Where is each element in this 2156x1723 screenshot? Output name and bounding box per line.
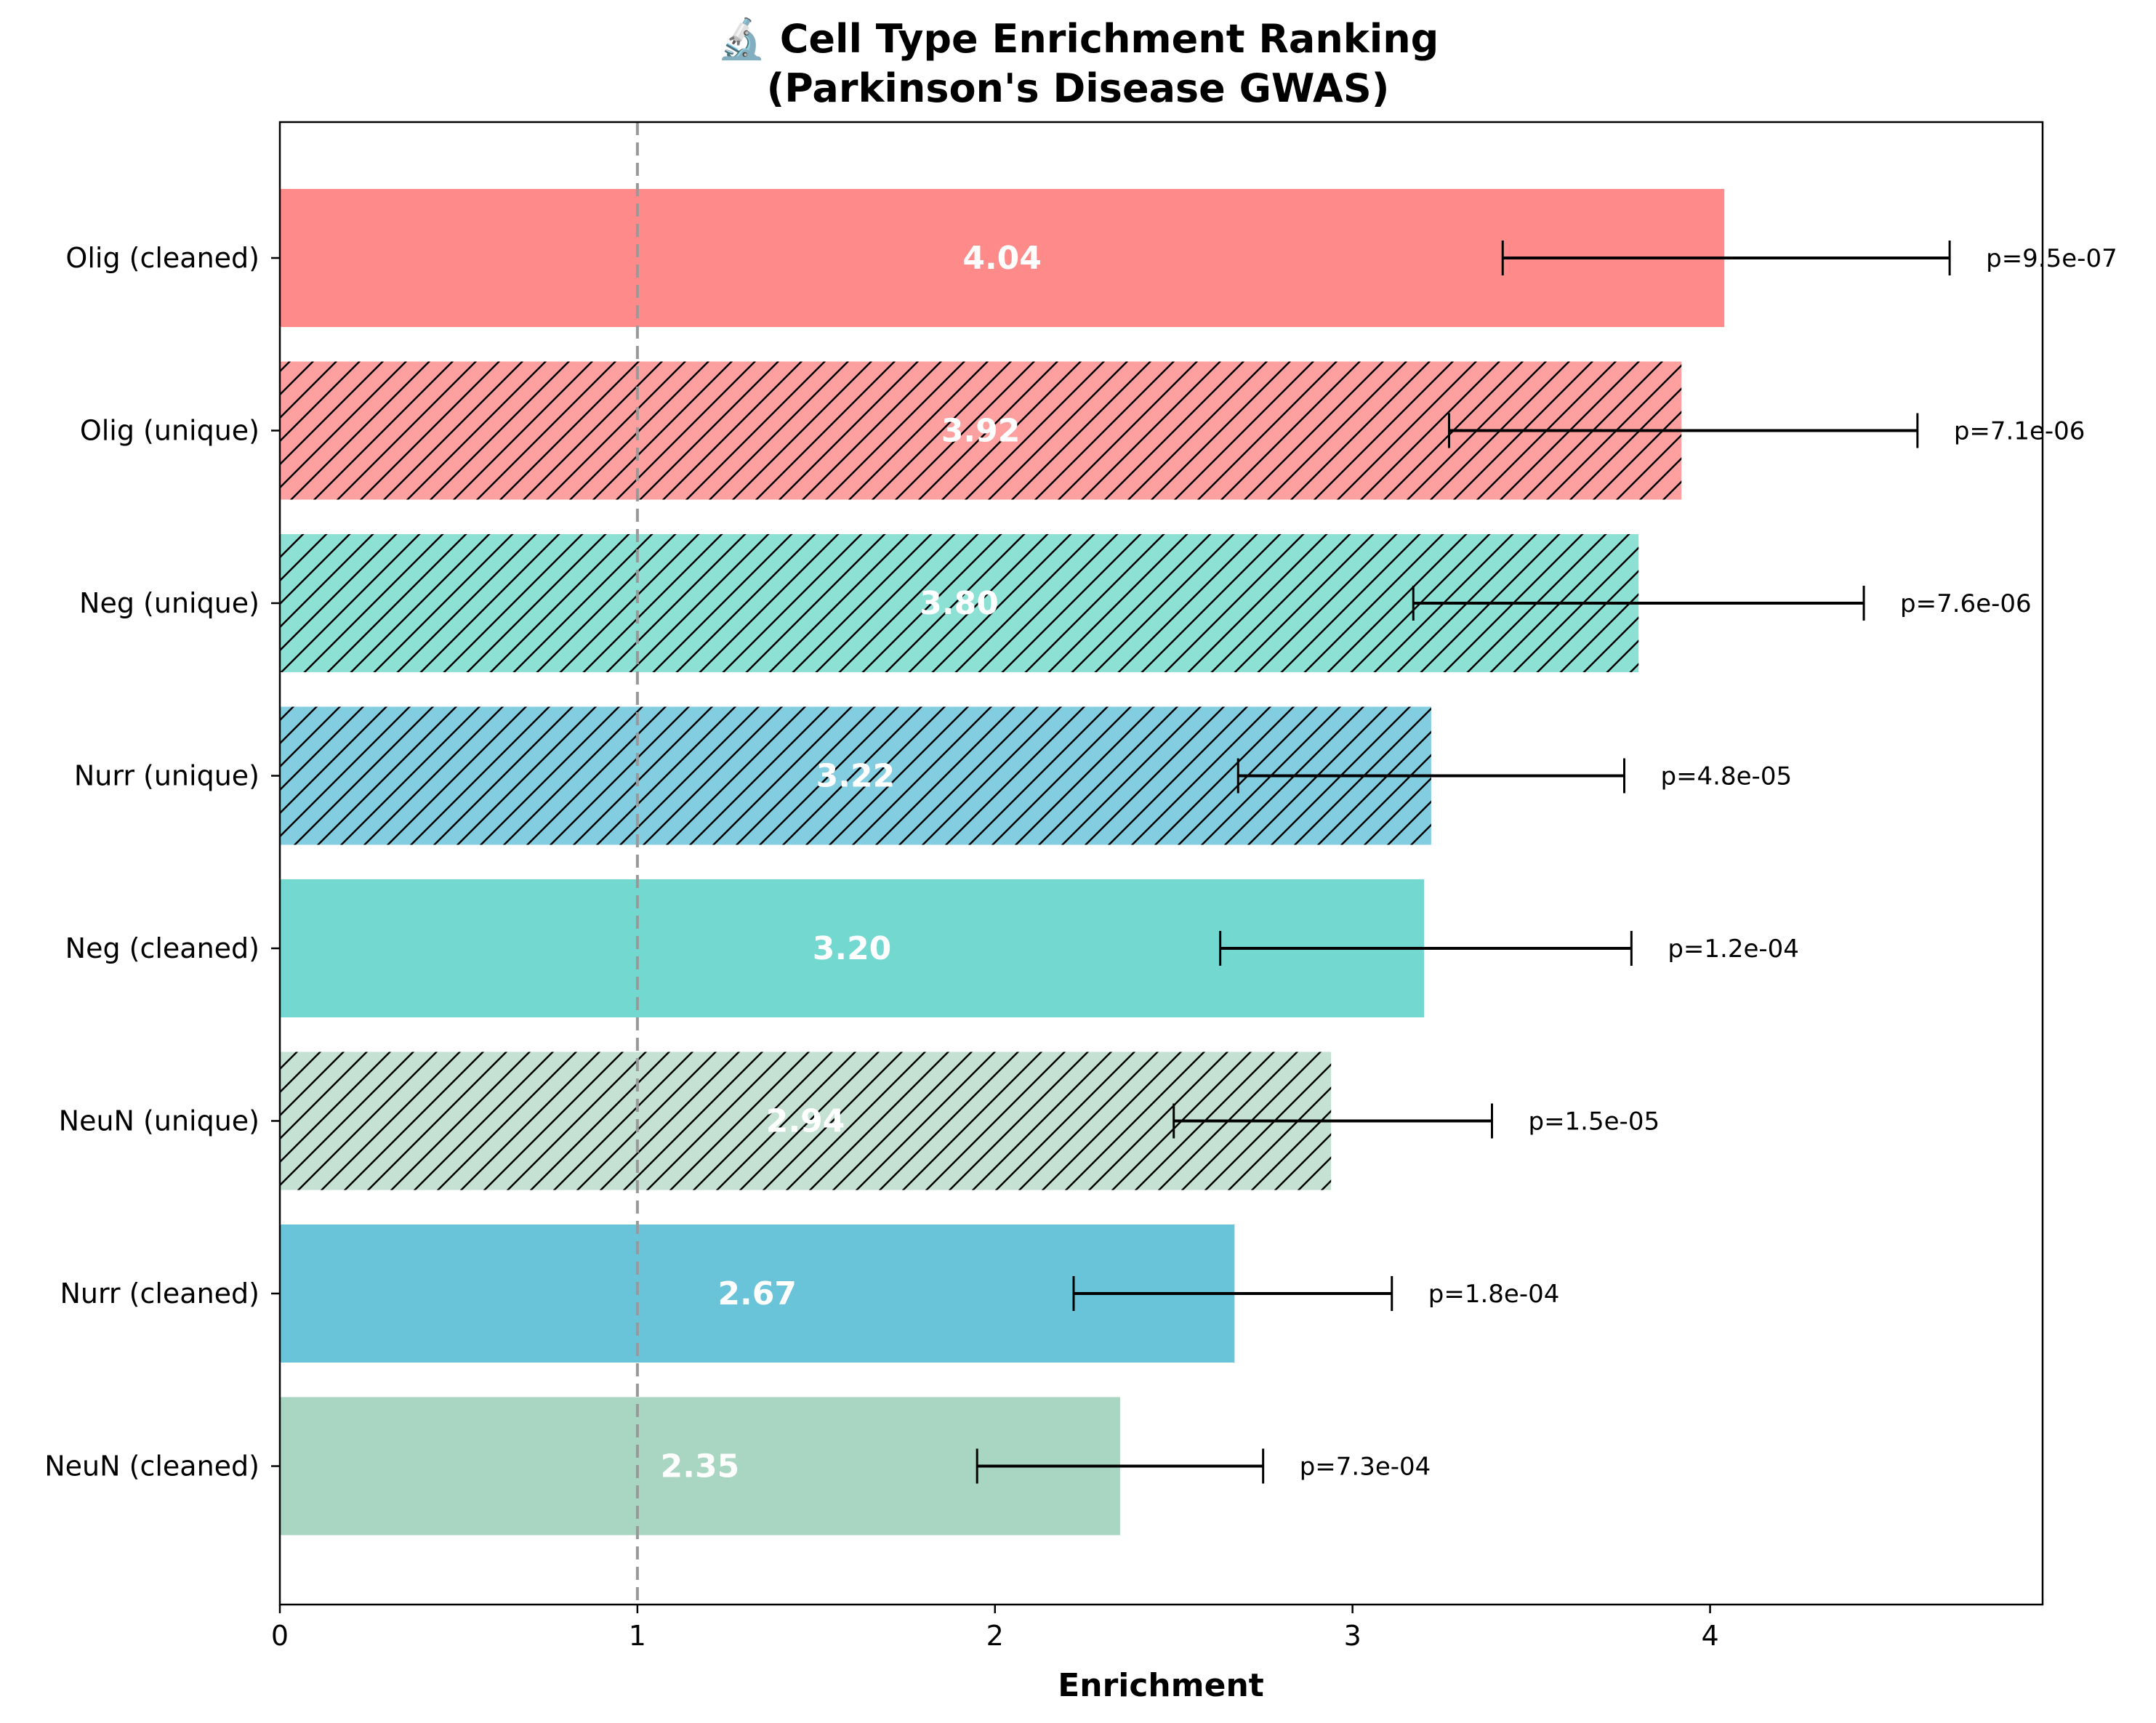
x-tick-label: 3 (1344, 1620, 1361, 1652)
bar-value-label: 3.22 (816, 758, 896, 795)
p-value-label: p=4.8e-05 (1660, 762, 1792, 791)
bar-value-label: 3.80 (920, 585, 999, 622)
y-tick-label: NeuN (cleaned) (44, 1450, 260, 1482)
y-tick-label: NeuN (unique) (59, 1105, 260, 1137)
x-tick-label: 0 (271, 1620, 289, 1652)
bar-hatch (280, 361, 1682, 500)
bars-layer (280, 189, 1725, 1536)
bar-value-label: 2.35 (661, 1448, 740, 1485)
y-tick-label: Nurr (cleaned) (60, 1278, 260, 1310)
y-tick-label: Nurr (unique) (74, 760, 260, 792)
labels-layer: 4.04 p=9.5e-07 3.92 p=7.1e-06 3.80 p=7.6e-06 3… (661, 240, 2117, 1485)
x-tick-label: 2 (986, 1620, 1004, 1652)
bar-value-label: 2.67 (717, 1275, 797, 1312)
bar-value-label: 2.94 (766, 1103, 845, 1140)
p-value-label: p=1.5e-05 (1528, 1107, 1660, 1137)
y-tick-label: Neg (unique) (79, 587, 260, 619)
bar (280, 189, 1725, 327)
p-value-label: p=1.8e-04 (1428, 1280, 1560, 1309)
y-tick-label: Neg (cleaned) (65, 932, 260, 964)
bar-value-label: 3.20 (813, 930, 892, 967)
x-axis-label: Enrichment (1058, 1667, 1264, 1704)
bar-value-label: 4.04 (962, 240, 1042, 277)
p-value-label: p=9.5e-07 (1986, 244, 2117, 273)
error-bars-layer (976, 241, 1951, 1484)
y-axis: Olig (cleaned) Olig (unique) Neg (unique) N… (44, 242, 280, 1482)
y-tick-label: Olig (cleaned) (65, 242, 260, 274)
y-tick-label: Olig (unique) (80, 415, 260, 447)
p-value-label: p=7.3e-04 (1300, 1453, 1431, 1482)
chart-title-line1: 🔬 Cell Type Enrichment Ranking (717, 15, 1439, 62)
bar-value-label: 3.92 (941, 413, 1021, 450)
x-axis: 0 1 2 3 4 (271, 1605, 1719, 1652)
p-value-label: p=7.6e-06 (1900, 589, 2032, 618)
bar-hatch (280, 534, 1639, 672)
x-tick-label: 1 (629, 1620, 646, 1652)
x-tick-label: 4 (1701, 1620, 1718, 1652)
bar-hatch (280, 1052, 1332, 1190)
chart-title-line2: (Parkinson's Disease GWAS) (767, 65, 1390, 111)
plot-frame (278, 121, 2044, 1606)
p-value-label: p=1.2e-04 (1668, 935, 1799, 964)
p-value-label: p=7.1e-06 (1954, 417, 2085, 446)
